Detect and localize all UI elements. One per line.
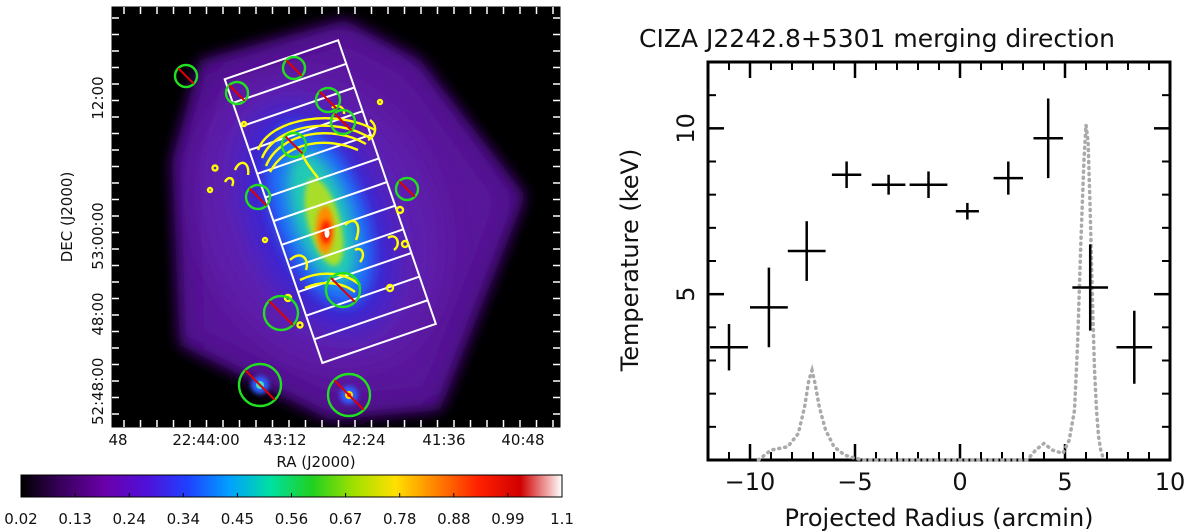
profile-x-axis-label: Projected Radius (arcmin) [784, 504, 1093, 532]
temperature-point [909, 171, 948, 198]
profile-x-tick-label: −5 [837, 468, 872, 496]
map-x-tick-label: 41:36 [422, 431, 465, 449]
point-source-circle [324, 271, 362, 309]
point-source-circle [394, 176, 420, 202]
map-x-tick-label: 22:44:00 [172, 431, 239, 449]
colorbar-tick-label: 0.02 [4, 510, 37, 528]
profile-y-tick-label: 10 [672, 113, 700, 144]
point-source-slash [333, 379, 365, 411]
point-source-slash [330, 277, 356, 303]
diffuse-emission [172, 20, 525, 420]
point-source-circle [244, 183, 272, 211]
map-y-tick-label: 12:00 [89, 76, 107, 119]
plot-frame [706, 60, 1172, 462]
region-divider [273, 181, 388, 223]
point-source-slash [333, 112, 353, 132]
point-source-circle [262, 294, 300, 332]
temperature-point [710, 324, 748, 371]
map-y-tick-label-part: 52:48:00 [89, 358, 107, 425]
colorbar-tick-label: 0.88 [437, 510, 470, 528]
point-source-slash [244, 369, 276, 401]
point-source-slash [318, 90, 338, 110]
colorbar-tick-label: 0.67 [329, 510, 362, 528]
colorbar-tick-label: 0.24 [112, 510, 145, 528]
point-source-slash [248, 187, 268, 207]
colorbar-tick-label: 0.45 [221, 510, 254, 528]
point-source-slash [228, 84, 246, 102]
region-divider [232, 62, 347, 104]
map-x-tick-label: 48 [108, 431, 127, 449]
map-x-tick-label: 43:12 [263, 431, 306, 449]
point-source-slash [268, 300, 294, 326]
map-y-tick-label-part: 48:00 [89, 292, 107, 335]
point-source-circle [326, 372, 372, 418]
colorbar-tick-label: 0.56 [275, 510, 308, 528]
point-source-slash [285, 59, 303, 77]
point-source-circle [281, 55, 307, 81]
colorbar-tick-label: 0.34 [167, 510, 200, 528]
region-divider [305, 275, 420, 317]
temperature-point [871, 174, 906, 195]
colorbar-tick-label: 0.99 [491, 510, 524, 528]
colorbar-tick-label: 0.13 [58, 510, 91, 528]
colorbar-tick-label: 0.78 [383, 510, 416, 528]
map-x-tick-label: 40:48 [501, 431, 544, 449]
temperature-point [831, 161, 862, 189]
temperature-point [1072, 244, 1109, 331]
map-y-tick-label: 53:00:00 [89, 202, 107, 269]
colorbar: 0.02 0.13 0.24 0.34 0.45 0.56 0.67 0.78 0.88 0.99… [4, 474, 574, 528]
point-source-circle [173, 63, 199, 89]
point-source-circle [329, 108, 357, 136]
excluded-point-sources [173, 55, 420, 418]
point-source-circle [224, 80, 250, 106]
profile-x-tick-label: 5 [1057, 468, 1072, 496]
point-source-circle [237, 362, 283, 408]
radio-profile-line [756, 124, 1107, 462]
temperature-profile-panel: CIZA J2242.8+5301 merging direction −10 −… [616, 24, 1185, 532]
temperature-point [955, 202, 979, 220]
temperature-point [993, 161, 1023, 195]
point-source-slash [284, 135, 304, 155]
colorbar-tick-label: 1.1 [550, 510, 574, 528]
profile-y-axis-label: Temperature (keV) [616, 149, 644, 373]
profile-x-tick-label: 0 [952, 468, 967, 496]
point-source-circle [280, 131, 308, 159]
region-divider [265, 157, 380, 199]
point-source-slash [177, 67, 195, 85]
region-divider [240, 86, 355, 128]
map-frame [111, 6, 561, 428]
extraction-regions [223, 38, 438, 365]
map-y-axis-label: DEC (J2000) [58, 172, 76, 263]
xray-map-panel: 48 22:44:00 43:12 42:24 41:36 40:48 RA (J2000… [58, 6, 561, 471]
region-divider [289, 228, 404, 270]
temperature-point [1116, 310, 1153, 384]
temperature-point [1033, 98, 1063, 179]
temperature-point [787, 221, 826, 281]
profile-title: CIZA J2242.8+5301 merging direction [639, 24, 1115, 53]
temperature-point [750, 267, 788, 348]
region-divider [313, 299, 429, 341]
point-source-circle [314, 86, 342, 114]
profile-x-tick-label: −10 [725, 468, 776, 496]
profile-x-tick-label: 10 [1155, 468, 1186, 496]
map-x-tick-label: 42:24 [342, 431, 385, 449]
region-divider [281, 204, 396, 246]
profile-y-tick-label: 5 [672, 287, 700, 302]
radio-contours [206, 98, 410, 329]
radio-profile-polyline [756, 124, 1107, 462]
map-y-tick-label: 52:48:00 48:00 [89, 292, 107, 425]
region-divider [256, 133, 372, 175]
region-divider [248, 110, 363, 152]
map-x-axis-label: RA (J2000) [276, 453, 355, 471]
region-divider [297, 252, 412, 293]
point-source-slash [398, 180, 416, 198]
